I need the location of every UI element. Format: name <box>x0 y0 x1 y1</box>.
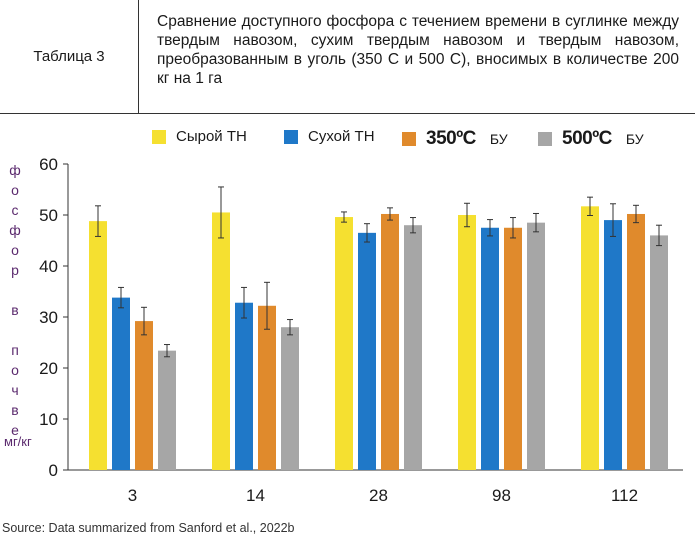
x-tick-label: 3 <box>128 486 137 505</box>
y-axis-label-letter: о <box>11 182 19 198</box>
bar <box>358 232 376 470</box>
y-tick-label: 20 <box>39 359 58 378</box>
bar <box>235 302 253 470</box>
bar <box>281 327 299 470</box>
bar <box>158 350 176 470</box>
bar <box>604 220 622 470</box>
legend-suffix-500: БУ <box>625 131 644 147</box>
source-note: Source: Data summarized from Sanford et … <box>2 521 295 535</box>
bar <box>381 213 399 471</box>
bar <box>504 227 522 470</box>
legend-swatch-350 <box>402 132 416 146</box>
legend-item-350: 350ºC БУ <box>402 128 508 150</box>
legend-label-dry: Сухой ТН <box>308 128 375 145</box>
y-tick-label: 10 <box>39 410 58 429</box>
bar <box>650 235 668 470</box>
y-axis-label-letter: с <box>11 202 19 218</box>
table-label: Таблица 3 <box>0 0 139 113</box>
bar <box>258 305 276 470</box>
y-tick-label: 60 <box>39 155 58 174</box>
bar <box>458 215 476 470</box>
x-tick-label: 14 <box>246 486 265 505</box>
y-axis-unit: мг/кг <box>4 434 32 449</box>
legend-label-350: 350ºC <box>426 128 476 149</box>
bar-chart: 0 10 20 30 40 50 60 3 14 28 98 112 <box>39 155 683 505</box>
x-tick-label: 98 <box>492 486 511 505</box>
y-axis-label-letter: о <box>11 242 19 258</box>
legend-swatch-500 <box>538 132 552 146</box>
bar <box>581 206 599 470</box>
x-tick-label: 112 <box>611 486 638 505</box>
bar <box>627 213 645 471</box>
legend-swatch-raw <box>152 129 166 144</box>
bar <box>404 225 422 470</box>
y-tick-label: 40 <box>39 257 58 276</box>
legend-item-raw: Сырой ТН <box>152 128 247 145</box>
y-tick-label: 50 <box>39 206 58 225</box>
y-axis-label-letter: п <box>11 342 19 358</box>
y-axis-label-letter: ф <box>9 162 21 178</box>
y-axis-label-letter: о <box>11 362 19 378</box>
x-tick-label: 28 <box>369 486 388 505</box>
y-axis-label-letter: ч <box>11 382 19 398</box>
legend-item-500: 500ºC БУ <box>538 128 644 150</box>
bar <box>89 221 107 470</box>
y-axis-label-letter: ф <box>9 222 21 238</box>
y-axis-label-letter: е <box>11 422 19 438</box>
bar <box>112 297 130 470</box>
legend-item-dry: Сухой ТН <box>284 128 375 145</box>
bar <box>527 222 545 470</box>
legend-swatch-dry <box>284 129 298 144</box>
y-axis-label-letter: в <box>11 302 19 318</box>
bar <box>335 217 353 470</box>
bar <box>212 212 230 470</box>
y-axis-label-letter: в <box>11 402 19 418</box>
table-header: Таблица 3 Сравнение доступного фосфора с… <box>0 0 695 114</box>
chart-legend: Сырой ТН Сухой ТН 350ºC БУ 500ºC БУ <box>0 124 695 154</box>
legend-label-500: 500ºC <box>562 128 612 149</box>
bar <box>135 321 153 470</box>
y-tick-label: 30 <box>39 308 58 327</box>
legend-label-raw: Сырой ТН <box>176 128 247 145</box>
table-description: Сравнение доступного фосфора с течением … <box>157 13 679 87</box>
bar <box>481 227 499 470</box>
legend-suffix-350: БУ <box>489 131 508 147</box>
y-tick-label: 0 <box>49 461 58 480</box>
y-axis-label-letter: р <box>11 262 19 278</box>
